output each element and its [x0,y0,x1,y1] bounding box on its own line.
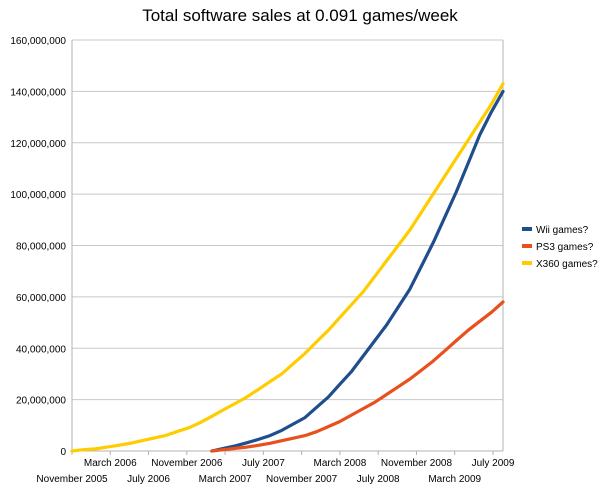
x-tick-label: November 2008 [381,458,453,469]
x-tick-label: July 2007 [242,458,285,469]
y-tick-label: 160,000,000 [10,36,66,47]
x-tick-label: November 2007 [266,474,338,485]
x-tick-label: March 2007 [199,474,252,485]
y-tick-label: 0 [60,447,66,458]
x-tick-label: March 2006 [84,458,137,469]
x-tick-label: March 2008 [314,458,367,469]
y-tick-label: 100,000,000 [10,190,66,201]
legend-label: X360 games? [536,259,598,270]
series-line [70,82,505,453]
x-tick-label: July 2008 [357,474,400,485]
x-tick-label: November 2006 [151,458,223,469]
legend-label: Wii games? [536,225,589,236]
y-tick-label: 80,000,000 [16,242,66,253]
y-tick-label: 40,000,000 [16,344,66,355]
y-tick-label: 120,000,000 [10,139,66,150]
y-tick-label: 20,000,000 [16,396,66,407]
chart-title: Total software sales at 0.091 games/week [142,6,458,25]
y-tick-label: 140,000,000 [10,87,66,98]
y-tick-label: 60,000,000 [16,293,66,304]
x-tick-label: July 2006 [127,474,170,485]
series-line [210,300,505,453]
legend-swatch [522,227,532,231]
x-tick-label: March 2009 [428,474,481,485]
series-line [210,89,505,453]
legend-swatch [522,261,532,265]
legend-swatch [522,244,532,248]
x-tick-label: July 2009 [472,458,515,469]
legend-label: PS3 games? [536,242,594,253]
x-tick-label: November 2005 [36,474,108,485]
